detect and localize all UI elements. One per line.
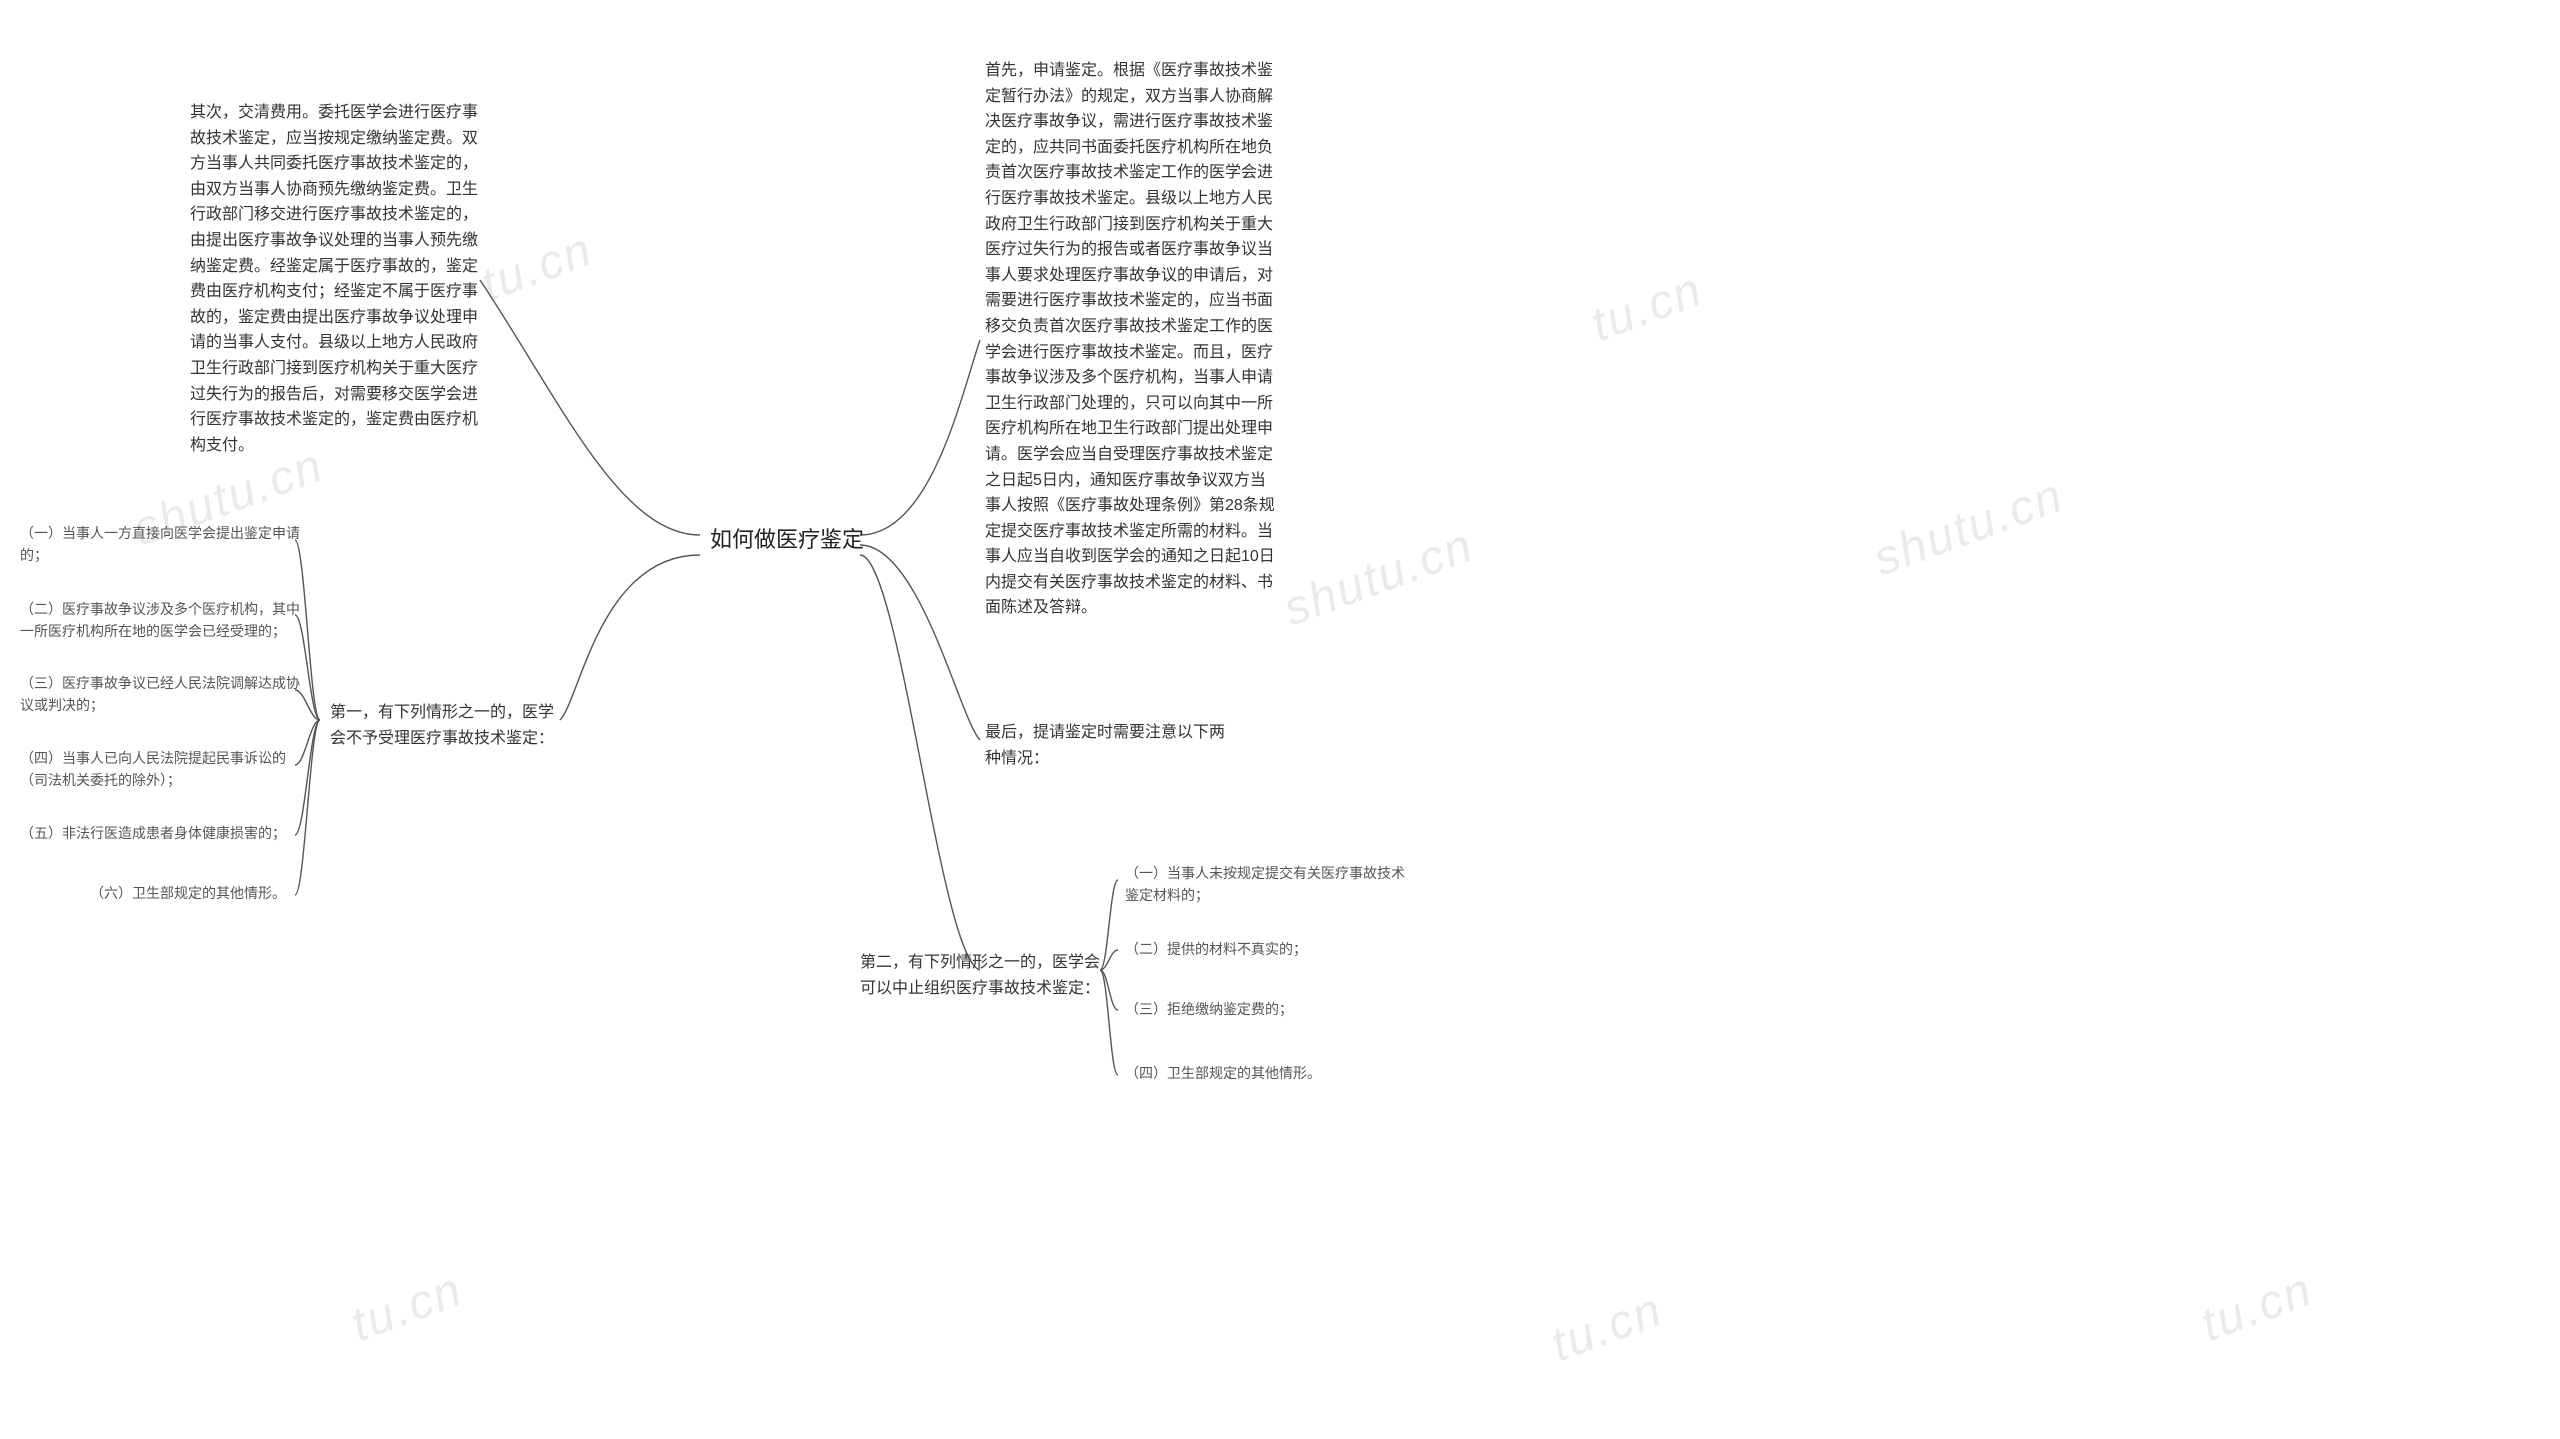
watermark: shutu.cn	[1277, 518, 1481, 637]
watermark: tu.cn	[1584, 262, 1710, 353]
right-child-4: （四）卫生部规定的其他情形。	[1125, 1062, 1405, 1084]
right-child-1: （一）当事人未按规定提交有关医疗事故技术鉴定材料的；	[1125, 862, 1405, 907]
left-child-3: （三）医疗事故争议已经人民法院调解达成协议或判决的；	[20, 672, 300, 717]
left-child-5: （五）非法行医造成患者身体健康损害的；	[20, 822, 300, 844]
central-topic: 如何做医疗鉴定	[710, 522, 870, 557]
watermark: tu.cn	[1544, 1282, 1670, 1373]
right-branch-notice: 最后，提请鉴定时需要注意以下两种情况：	[985, 720, 1225, 771]
left-branch-not-accept: 第一，有下列情形之一的，医学会不予受理医疗事故技术鉴定：	[330, 700, 565, 751]
right-branch-suspend: 第二，有下列情形之一的，医学会可以中止组织医疗事故技术鉴定：	[860, 950, 1100, 1001]
right-branch-apply: 首先，申请鉴定。根据《医疗事故技术鉴定暂行办法》的规定，双方当事人协商解决医疗事…	[985, 58, 1275, 621]
watermark: shutu.cn	[1867, 468, 2071, 587]
watermark: tu.cn	[474, 222, 600, 313]
left-branch-fees: 其次，交清费用。委托医学会进行医疗事故技术鉴定，应当按规定缴纳鉴定费。双方当事人…	[190, 100, 480, 458]
left-child-1: （一）当事人一方直接向医学会提出鉴定申请的；	[20, 522, 300, 567]
left-child-6: （六）卫生部规定的其他情形。	[90, 882, 310, 904]
right-child-2: （二）提供的材料不真实的；	[1125, 938, 1405, 960]
right-child-3: （三）拒绝缴纳鉴定费的；	[1125, 998, 1405, 1020]
watermark: tu.cn	[2194, 1262, 2320, 1353]
left-child-2: （二）医疗事故争议涉及多个医疗机构，其中一所医疗机构所在地的医学会已经受理的；	[20, 598, 300, 643]
watermark: tu.cn	[344, 1262, 470, 1353]
left-child-4: （四）当事人已向人民法院提起民事诉讼的（司法机关委托的除外）；	[20, 747, 300, 792]
